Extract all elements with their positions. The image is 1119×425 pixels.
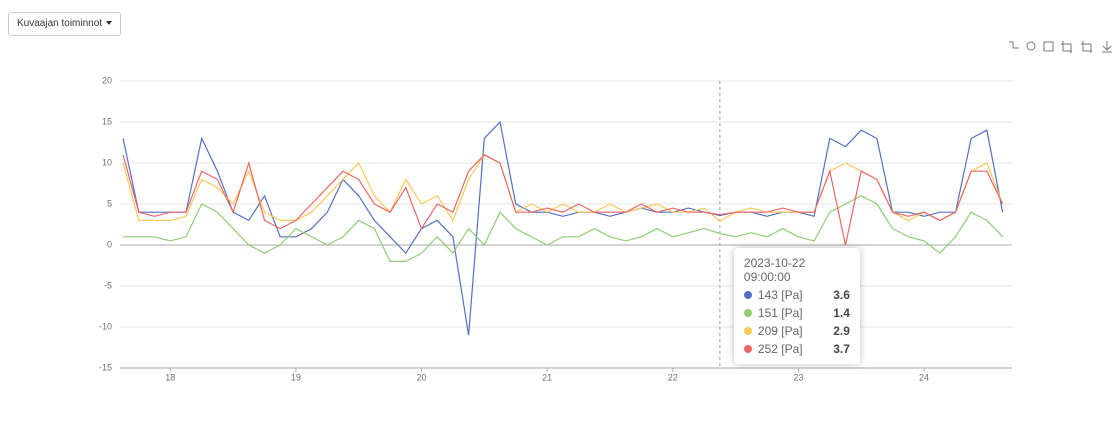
tooltip-marker bbox=[743, 291, 752, 299]
x-tick-label: 19 bbox=[291, 372, 301, 382]
tooltip-row: 209 [Pa] 2.9 bbox=[743, 324, 850, 338]
tooltip: 2023-10-22 09:00:00 143 [Pa] 3.6 151 [Pa] 1… bbox=[733, 248, 860, 364]
tooltip-series: 143 [Pa] bbox=[757, 288, 803, 302]
tooltip-value: 3.7 bbox=[833, 342, 850, 356]
download-icon[interactable] bbox=[1102, 41, 1112, 53]
series-line bbox=[122, 154, 1004, 222]
x-tick-label: 18 bbox=[165, 372, 175, 382]
y-tick-label: -5 bbox=[104, 280, 112, 290]
y-tick-label: 5 bbox=[107, 198, 112, 208]
y-tick-label: 10 bbox=[102, 157, 112, 167]
y-tick-label: -10 bbox=[99, 321, 112, 331]
x-tick-label: 24 bbox=[919, 372, 929, 382]
zoom-icon[interactable] bbox=[1009, 41, 1019, 49]
tooltip-series: 252 [Pa] bbox=[757, 342, 803, 356]
tooltip-series: 209 [Pa] bbox=[757, 324, 803, 338]
tooltip-marker bbox=[743, 327, 752, 335]
series-line bbox=[123, 195, 1004, 262]
tooltip-marker bbox=[743, 309, 752, 317]
data-view-icon[interactable] bbox=[1043, 41, 1054, 52]
tooltip-row: 151 [Pa] 1.4 bbox=[743, 306, 850, 320]
y-tick-label: -15 bbox=[99, 362, 112, 372]
y-tick-label: 15 bbox=[102, 116, 112, 126]
chart-actions-button[interactable]: Kuvaajan toiminnot bbox=[8, 12, 122, 36]
tooltip-row: 143 [Pa] 3.6 bbox=[743, 288, 850, 302]
crop-icon[interactable] bbox=[1061, 41, 1072, 53]
tooltip-series: 151 [Pa] bbox=[757, 306, 803, 320]
series-line bbox=[122, 120, 1004, 336]
tooltip-value: 3.6 bbox=[833, 288, 850, 302]
y-tick-label: 0 bbox=[107, 239, 112, 249]
chart-toolbox bbox=[1009, 41, 1112, 53]
x-tick-label: 23 bbox=[793, 372, 803, 382]
x-tick-label: 20 bbox=[417, 372, 427, 382]
crop-back-icon[interactable] bbox=[1081, 41, 1092, 53]
y-tick-label: 20 bbox=[102, 75, 112, 85]
tooltip-value: 2.9 bbox=[833, 324, 850, 338]
tooltip-marker bbox=[743, 345, 752, 353]
series-line bbox=[122, 154, 1004, 246]
tooltip-value: 1.4 bbox=[833, 306, 850, 320]
x-tick-label: 21 bbox=[542, 372, 552, 382]
tooltip-title: 2023-10-22 09:00:00 bbox=[743, 256, 806, 284]
restore-icon[interactable] bbox=[1026, 41, 1036, 51]
x-tick-label: 22 bbox=[668, 372, 678, 382]
tooltip-row: 252 [Pa] 3.7 bbox=[743, 342, 850, 356]
